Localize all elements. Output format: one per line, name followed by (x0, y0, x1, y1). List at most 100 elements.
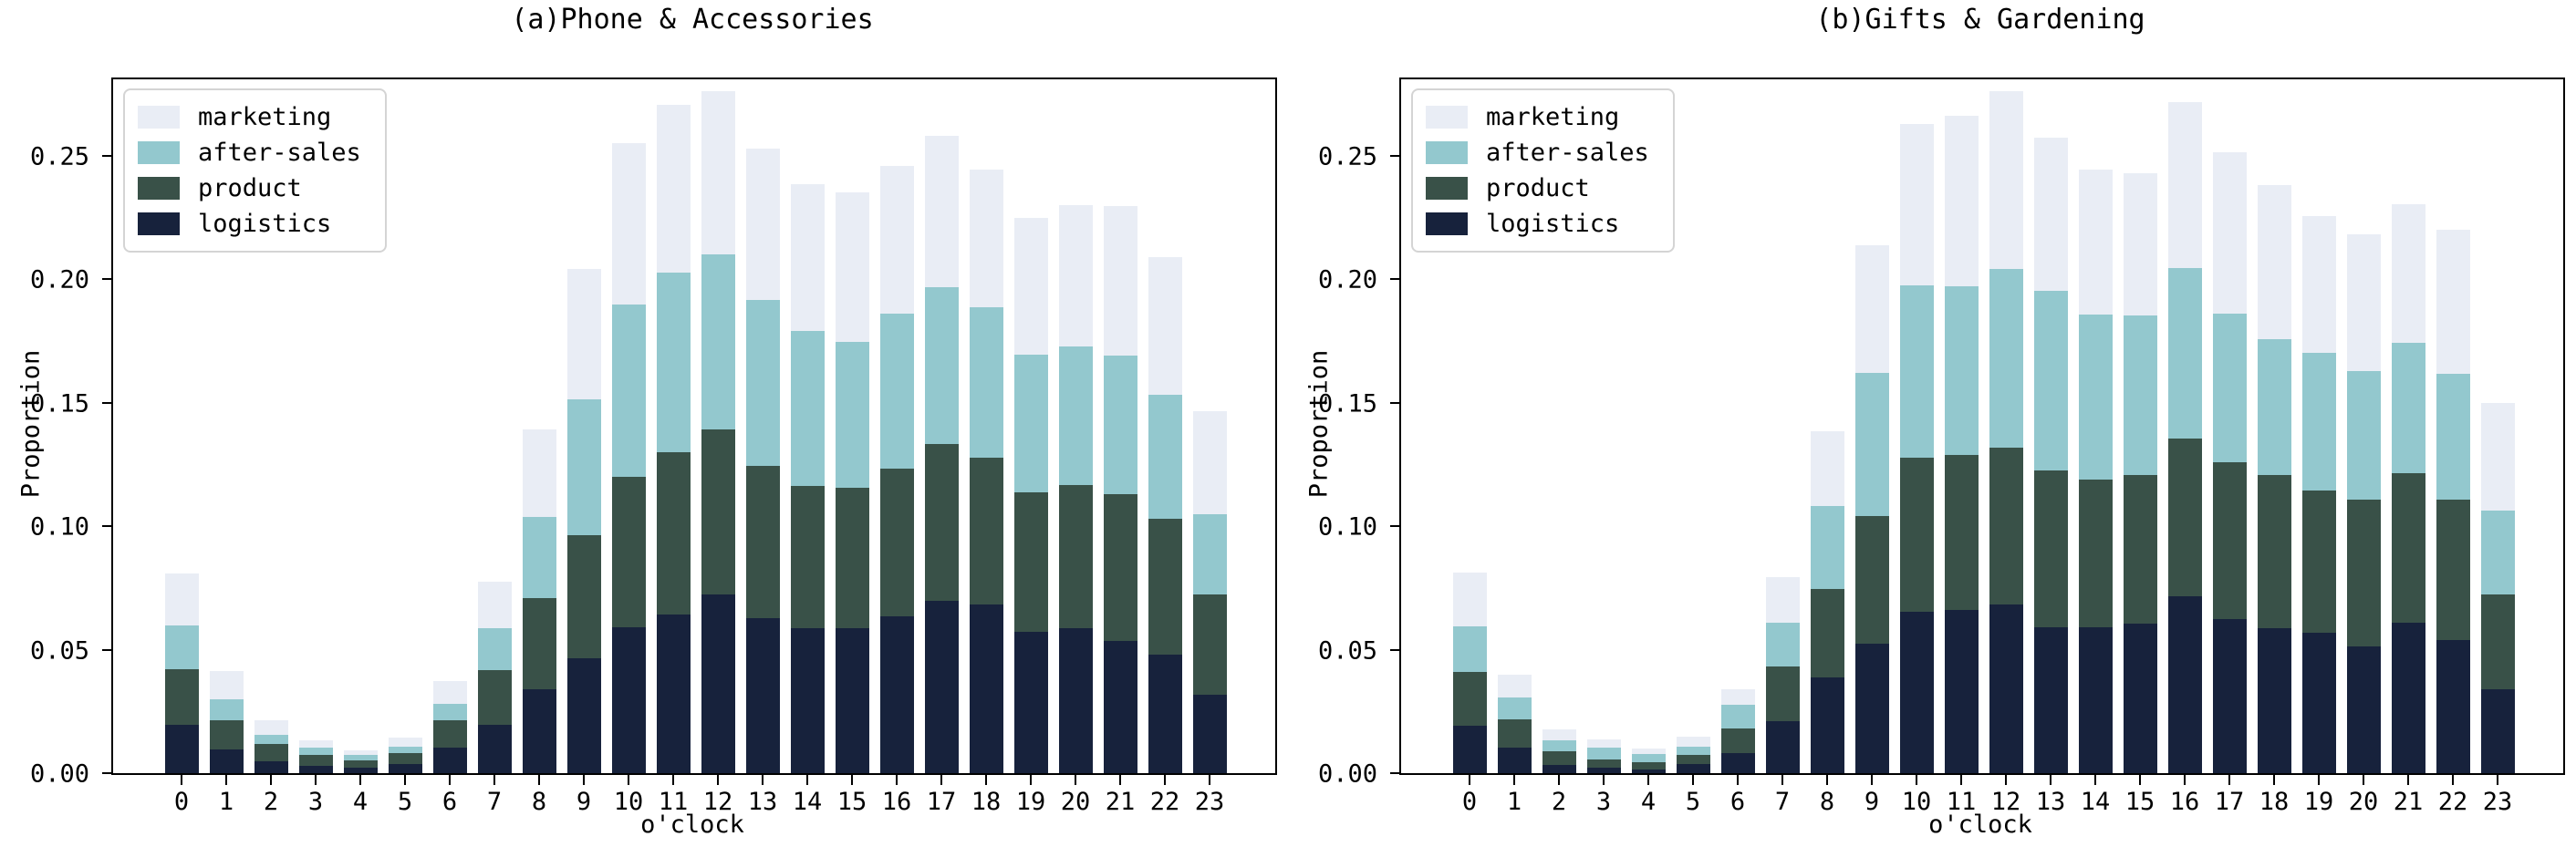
x-tick-label-hour-17: 17 (926, 788, 957, 816)
legend-item-logistics: logistics (138, 206, 361, 242)
x-tick-label-hour-12: 12 (702, 788, 733, 816)
bar-segment-logistics-h17 (924, 601, 959, 773)
bar-segment-logistics-h18 (2257, 627, 2291, 773)
bar-segment-after-sales-h1 (1497, 697, 1532, 719)
bar-segment-logistics-h15 (835, 627, 869, 773)
chart-a-plot-area: marketing after-sales product logistics 0.0… (30, 77, 1277, 816)
x-tick-label-hour-8: 8 (1819, 788, 1835, 816)
bar-segment-after-sales-h14 (790, 330, 825, 487)
x-tick-label-hour-23: 23 (1194, 788, 1225, 816)
bar-segment-product-h21 (1103, 494, 1137, 642)
after-sales-swatch-icon (138, 141, 180, 164)
product-swatch-icon (1426, 177, 1468, 200)
x-tick-label-hour-13: 13 (2035, 788, 2066, 816)
bar-segment-after-sales-h2 (254, 735, 288, 745)
bar-segment-marketing-h17 (2212, 152, 2247, 315)
bar-segment-product-h8 (1810, 588, 1844, 677)
x-tick-mark (1826, 775, 1828, 785)
bar-segment-product-h23 (2480, 594, 2515, 690)
bar-segment-logistics-h9 (1854, 644, 1889, 773)
bar-segment-product-h23 (1192, 594, 1227, 696)
bar-segment-logistics-h6 (1720, 753, 1755, 773)
bar-segment-after-sales-h7 (477, 628, 512, 670)
chart-b-y-axis-label: Proportion (1304, 349, 1334, 499)
bar-segment-product-h12 (701, 429, 735, 595)
bar-segment-product-h8 (522, 598, 556, 690)
bar-segment-product-h9 (1854, 515, 1889, 645)
bar-segment-product-h5 (388, 753, 422, 764)
x-tick-label-hour-7: 7 (1774, 788, 1791, 816)
chart-gifts-gardening: (b)Gifts & Gardening Proportion marketin… (1288, 0, 2576, 847)
chart-b-title: (b)Gifts & Gardening (1815, 4, 2145, 36)
legend-label: after-sales (1486, 139, 1649, 167)
bar-segment-marketing-h1 (209, 671, 244, 700)
bar-segment-marketing-h5 (1676, 737, 1710, 748)
legend-label: after-sales (198, 139, 361, 167)
bar-segment-marketing-h19 (2301, 215, 2336, 353)
bar-segment-product-h18 (2257, 475, 2291, 628)
y-tick-mark (102, 154, 111, 157)
bar-segment-logistics-h17 (2212, 618, 2247, 773)
bar-segment-logistics-h15 (2123, 623, 2157, 773)
bar-segment-product-h7 (1765, 666, 1800, 722)
y-tick-label: 0.05 (29, 636, 89, 666)
y-tick-label: 0.25 (29, 142, 89, 171)
chart-a-legend: marketing after-sales product logistics (123, 88, 387, 253)
bar-segment-marketing-h11 (656, 105, 691, 274)
x-tick-label-hour-6: 6 (441, 788, 458, 816)
bar-segment-logistics-h11 (1944, 609, 1979, 773)
bar-segment-marketing-h10 (1899, 123, 1934, 286)
x-tick-label-hour-14: 14 (2080, 788, 2111, 816)
bar-segment-after-sales-h11 (656, 273, 691, 453)
x-tick-mark (2228, 775, 2230, 785)
x-tick-label-hour-23: 23 (2482, 788, 2513, 816)
x-tick-mark (2318, 775, 2320, 785)
legend-item-logistics: logistics (1426, 206, 1649, 242)
legend-label: logistics (1486, 210, 1620, 238)
bar-segment-product-h15 (2123, 474, 2157, 624)
x-tick-label-hour-19: 19 (1015, 788, 1046, 816)
bar-segment-after-sales-h22 (1148, 395, 1182, 520)
x-tick-label-hour-2: 2 (263, 788, 279, 816)
bar-segment-product-h0 (1452, 671, 1487, 727)
bar-segment-marketing-h22 (1148, 256, 1182, 396)
x-tick-mark (1647, 775, 1649, 785)
x-tick-label-hour-2: 2 (1551, 788, 1567, 816)
y-tick-mark (1390, 401, 1399, 404)
x-tick-label-hour-10: 10 (1901, 788, 1932, 816)
bar-segment-after-sales-h8 (1810, 505, 1844, 589)
y-tick-label: 0.15 (1317, 389, 1377, 418)
legend-label: marketing (198, 103, 332, 131)
bar-segment-after-sales-h4 (1631, 754, 1666, 763)
bar-segment-logistics-h22 (1148, 655, 1182, 773)
bar-segment-marketing-h11 (1944, 116, 1979, 286)
bar-segment-product-h14 (2078, 480, 2113, 627)
bar-segment-product-h16 (879, 469, 914, 617)
y-tick-label: 0.25 (1317, 142, 1377, 171)
x-tick-label-hour-6: 6 (1729, 788, 1746, 816)
x-tick-label-hour-7: 7 (486, 788, 503, 816)
bar-segment-after-sales-h0 (164, 625, 199, 669)
bar-segment-after-sales-h15 (2123, 315, 2157, 475)
bar-segment-logistics-h7 (477, 724, 512, 773)
bar-segment-logistics-h19 (2301, 633, 2336, 773)
x-tick-mark (806, 775, 808, 785)
bar-segment-marketing-h22 (2436, 230, 2470, 374)
bar-segment-after-sales-h20 (2346, 371, 2381, 501)
bar-segment-marketing-h14 (790, 184, 825, 331)
y-tick-label: 0.20 (29, 265, 89, 294)
bar-segment-product-h13 (745, 466, 780, 619)
x-tick-mark (2273, 775, 2275, 785)
x-tick-mark (762, 775, 763, 785)
bar-segment-product-h17 (2212, 461, 2247, 619)
bar-segment-product-h11 (656, 452, 691, 615)
x-tick-label-hour-15: 15 (2124, 788, 2155, 816)
bar-segment-marketing-h6 (1720, 689, 1755, 705)
y-tick-mark (102, 525, 111, 528)
bar-segment-logistics-h23 (2480, 689, 2515, 773)
bar-segment-marketing-h2 (254, 720, 288, 736)
x-tick-label-hour-16: 16 (2169, 788, 2200, 816)
y-tick-label: 0.10 (1317, 512, 1377, 542)
bar-segment-logistics-h14 (2078, 626, 2113, 773)
